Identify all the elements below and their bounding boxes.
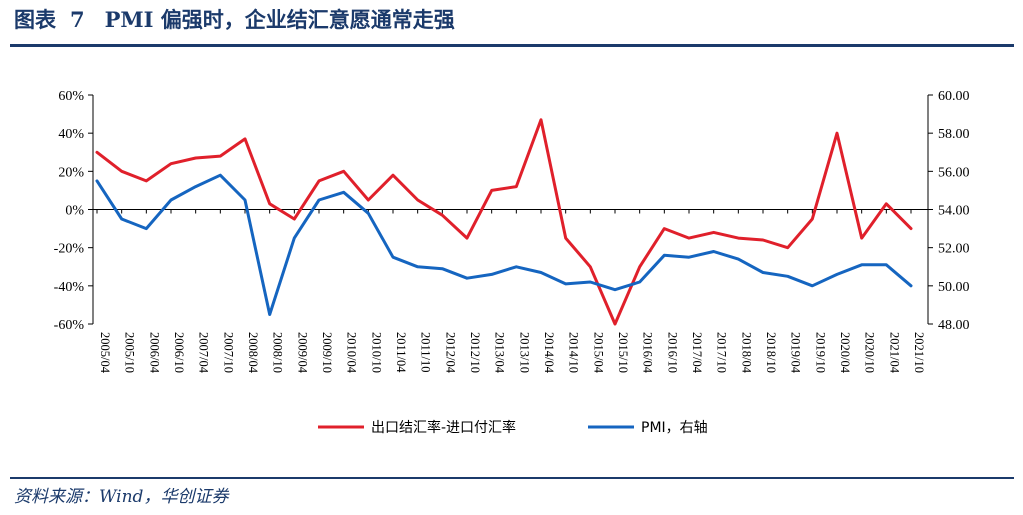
right-tick-label: 54.00 [938, 204, 970, 219]
right-tick-label: 56.00 [938, 165, 970, 180]
x-tick-label: 2014/04 [542, 332, 556, 374]
x-tick-label: 2014/10 [567, 332, 581, 373]
x-tick-label: 2008/04 [246, 332, 260, 374]
right-tick-label: 50.00 [938, 280, 970, 295]
x-tick-label: 2017/10 [715, 332, 729, 373]
right-tick-label: 58.00 [938, 127, 970, 142]
figure-title: 图表 7 PMI 偏强时，企业结汇意愿通常走强 [14, 4, 455, 36]
x-tick-label: 2013/10 [517, 332, 531, 373]
right-tick-label: 60.00 [938, 89, 970, 104]
x-tick-label: 2018/10 [764, 332, 778, 373]
title-rule [10, 44, 1014, 47]
x-tick-label: 2019/10 [813, 332, 827, 373]
figure-title-text: PMI 偏强时，企业结汇意愿通常走强 [104, 7, 455, 32]
x-tick-label: 2008/10 [271, 332, 285, 373]
x-tick-label: 2015/10 [616, 332, 630, 373]
x-tick-label: 2013/04 [493, 332, 507, 374]
x-tick-label: 2009/10 [320, 332, 334, 373]
left-tick-label: 60% [58, 89, 84, 104]
figure-number: 7 [70, 7, 85, 32]
x-tick-label: 2007/04 [197, 332, 211, 374]
left-tick-label: -60% [54, 318, 85, 333]
legend-label-2: PMI，右轴 [641, 420, 708, 436]
series-line-2 [95, 173, 913, 316]
left-tick-label: 20% [58, 165, 84, 180]
x-tick-label: 2019/04 [789, 332, 803, 374]
x-tick-label: 2015/04 [591, 332, 605, 374]
x-tick-label: 2011/10 [419, 332, 433, 373]
series-line-1 [95, 118, 913, 326]
x-tick-label: 2020/10 [863, 332, 877, 373]
x-tick-label: 2006/10 [172, 332, 186, 373]
x-tick-label: 2005/04 [98, 332, 112, 374]
left-tick-label: -40% [54, 280, 85, 295]
axes: 60% 40% 20% 0% -20% -40% -60% 60.00 58.00 56.00 54… [54, 89, 970, 374]
legend: 出口结汇率-进口付汇率 PMI，右轴 [318, 419, 708, 436]
x-tick-label: 2020/04 [838, 332, 852, 374]
x-tick-label: 2011/04 [394, 332, 408, 373]
series-lines [95, 118, 913, 326]
x-tick-label: 2010/10 [369, 332, 383, 373]
x-tick-label: 2016/10 [665, 332, 679, 373]
x-tick-label: 2016/04 [641, 332, 655, 374]
x-tick-label: 2017/04 [690, 332, 704, 374]
x-tick-label: 2012/10 [468, 332, 482, 373]
figure-label: 图表 [14, 7, 56, 32]
x-tick-label: 2012/04 [443, 332, 457, 374]
right-tick-label: 48.00 [938, 318, 970, 333]
legend-label-1: 出口结汇率-进口付汇率 [371, 419, 516, 436]
x-tick-label: 2021/04 [887, 332, 901, 374]
x-tick-label: 2018/04 [739, 332, 753, 374]
left-tick-label: 0% [65, 204, 84, 219]
x-tick-label: 2010/04 [345, 332, 359, 374]
x-tick-label: 2005/10 [123, 332, 137, 373]
x-tick-label: 2006/04 [147, 332, 161, 374]
right-tick-label: 52.00 [938, 242, 970, 257]
source-note: 资料来源：Wind，华创证券 [14, 487, 229, 507]
left-tick-label: -20% [54, 242, 85, 257]
x-tick-label: 2009/04 [295, 332, 309, 374]
x-tick-label: 2021/10 [912, 332, 926, 373]
x-tick-label: 2007/10 [221, 332, 235, 373]
footer-rule [10, 477, 1014, 479]
left-tick-label: 40% [58, 127, 84, 142]
